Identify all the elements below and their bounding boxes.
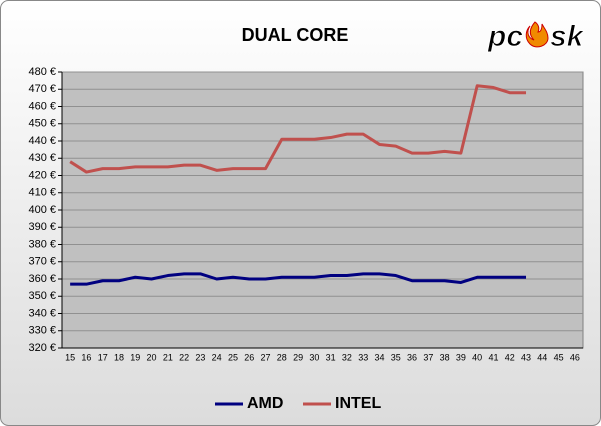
x-tick-label: 24 [212,352,222,362]
logo-flame [525,21,549,48]
x-tick-label: 17 [98,352,108,362]
x-tick-label: 15 [65,352,75,362]
x-tick-label: 32 [342,352,352,362]
x-tick-label: 43 [521,352,531,362]
y-tick-label: 450 € [28,118,56,130]
y-tick-label: 380 € [28,238,56,250]
x-tick-label: 19 [130,352,140,362]
y-tick-label: 470 € [28,83,56,95]
x-tick-label: 27 [261,352,271,362]
y-tick-label: 390 € [28,221,56,233]
logo: pc sk [487,19,586,53]
x-tick-label: 25 [228,352,238,362]
x-tick-label: 35 [391,352,401,362]
y-tick-label: 400 € [28,204,56,216]
y-tick-label: 330 € [28,325,56,337]
x-tick-label: 44 [537,352,547,362]
y-tick-label: 350 € [28,290,56,302]
y-tick-label: 410 € [28,187,56,199]
logo-text: pc [487,20,523,53]
series-line [70,272,527,286]
x-tick-label: 30 [309,352,319,362]
y-tick-label: 480 € [28,66,56,78]
x-tick-label: 42 [505,352,515,362]
x-tick-label: 21 [163,352,173,362]
x-tick-label: 38 [440,352,450,362]
x-tick-label: 34 [374,352,384,362]
legend-label: AMD [247,395,283,412]
y-tick-label: 420 € [28,169,56,181]
y-tick-label: 370 € [28,256,56,268]
x-tick-label: 33 [358,352,368,362]
x-tick-label: 28 [277,352,287,362]
x-tick-label: 20 [147,352,157,362]
x-tick-label: 18 [114,352,124,362]
y-tick-label: 430 € [28,152,56,164]
x-tick-label: 41 [488,352,498,362]
x-tick-label: 36 [407,352,417,362]
x-tick-label: 31 [326,352,336,362]
chart-title: DUAL CORE [242,25,349,45]
logo-text: sk [550,20,585,53]
y-tick-label: 440 € [28,135,56,147]
x-tick-label: 16 [81,352,91,362]
x-tick-label: 40 [472,352,482,362]
x-tick-label: 37 [423,352,433,362]
x-tick-label: 46 [570,352,580,362]
x-tick-label: 29 [293,352,303,362]
y-tick-label: 460 € [28,100,56,112]
legend-label: INTEL [335,395,381,412]
x-tick-label: 45 [554,352,564,362]
y-tick-label: 340 € [28,307,56,319]
series-line [69,84,527,174]
y-tick-label: 360 € [28,273,56,285]
x-tick-label: 26 [244,352,254,362]
y-tick-label: 320 € [28,342,56,354]
x-tick-label: 22 [179,352,189,362]
x-tick-label: 23 [195,352,205,362]
x-tick-label: 39 [456,352,466,362]
